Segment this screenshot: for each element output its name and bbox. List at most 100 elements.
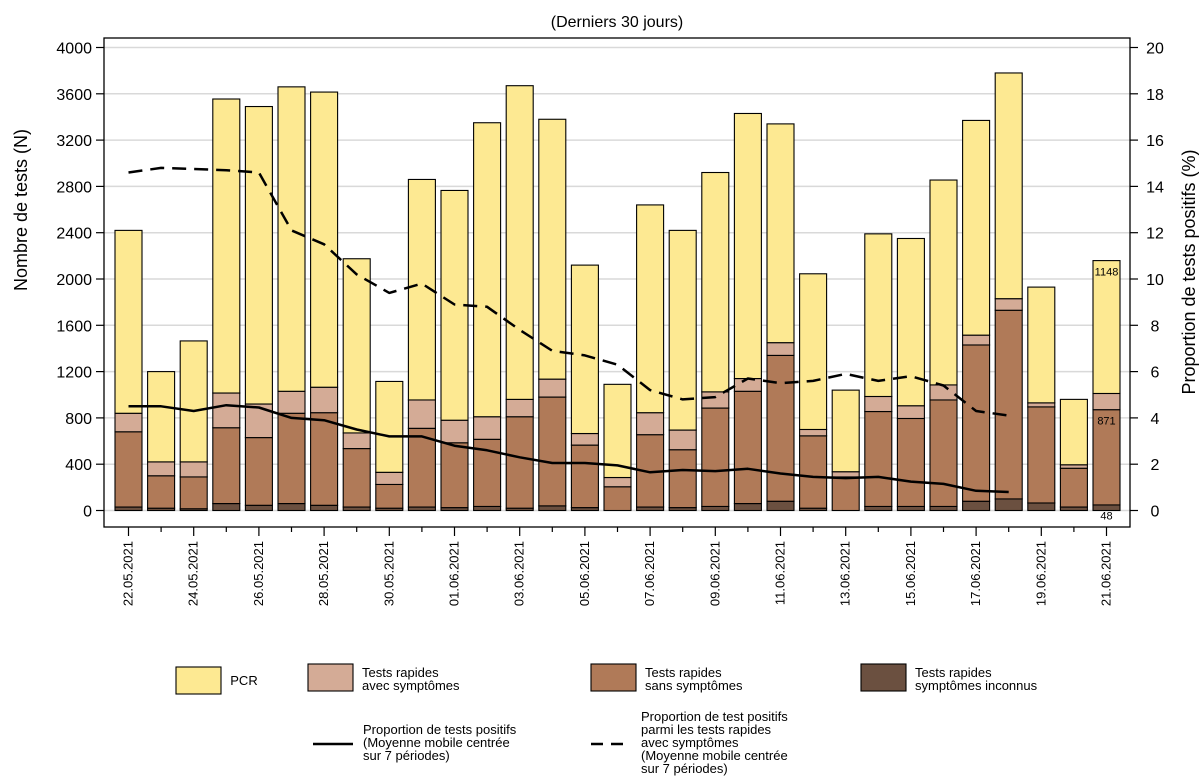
bar-segment xyxy=(831,471,860,478)
bar-segment xyxy=(244,403,273,439)
legend-swatch xyxy=(590,663,637,692)
bar-segment xyxy=(473,122,502,418)
bar-segment xyxy=(733,390,762,505)
bar-segment xyxy=(994,309,1023,500)
legend-label: (Moyenne mobile centrée xyxy=(641,748,788,763)
y-right-tick-label: 12 xyxy=(1146,226,1164,243)
bar-segment xyxy=(831,389,860,473)
bar-segment xyxy=(179,461,208,478)
bar-segment xyxy=(603,486,632,512)
bar-segment xyxy=(570,264,599,435)
y-right-tick-label: 2 xyxy=(1151,457,1160,474)
bar-segment xyxy=(994,498,1023,512)
axes: 0 400 800 1200 1600 2000 2400 2800 3200 3600 4000 0… xyxy=(56,41,1164,607)
bar-segment xyxy=(962,334,991,346)
legend-label: sans symptômes xyxy=(645,678,743,693)
bar-segment xyxy=(603,476,632,488)
y-left-tick-label: 3600 xyxy=(56,87,92,104)
bar-segment xyxy=(701,407,730,507)
bar-segment xyxy=(440,419,469,444)
y-left-tick-label: 4000 xyxy=(56,41,92,58)
bar-segment xyxy=(831,476,860,512)
bar-segment xyxy=(147,475,176,509)
legend-label: Tests rapides xyxy=(645,665,722,680)
y-right-tick-label: 6 xyxy=(1151,365,1160,382)
x-tick-label: 13.06.2021 xyxy=(838,541,853,606)
bar-segment xyxy=(864,505,893,512)
bar-segment xyxy=(1027,286,1056,404)
y-right-tick-label: 20 xyxy=(1146,41,1164,58)
bar-segment xyxy=(1092,260,1121,395)
bar-segment xyxy=(277,86,306,392)
bar-segment xyxy=(766,123,795,344)
y-right-tick-label: 8 xyxy=(1151,318,1160,335)
legend-label: sur 7 périodes) xyxy=(641,761,728,776)
bar-segment xyxy=(179,476,208,510)
bar-segment xyxy=(244,105,273,405)
bar-segment xyxy=(994,298,1023,311)
bar-segment xyxy=(929,399,958,507)
legend-swatch xyxy=(175,666,222,695)
legend-label: avec symptômes xyxy=(641,735,739,750)
bar-segment xyxy=(342,258,371,434)
bar-segment xyxy=(701,391,730,409)
x-tick-label: 22.05.2021 xyxy=(121,541,136,606)
legend-label: PCR xyxy=(230,673,257,688)
bar-segment xyxy=(1027,502,1056,512)
bar-segment xyxy=(799,273,828,431)
data-label: 48 xyxy=(1100,511,1112,523)
y-left-tick-label: 1200 xyxy=(56,365,92,382)
bar-segment xyxy=(962,119,991,336)
bar-segment xyxy=(1027,402,1056,408)
x-tick-label: 07.06.2021 xyxy=(642,541,657,606)
bar-segment xyxy=(766,354,795,502)
bar-segment xyxy=(277,503,306,512)
bar-segment xyxy=(310,386,339,414)
data-labels: 1148 871 48 xyxy=(1095,267,1119,523)
bar-segment xyxy=(212,427,241,505)
legend-label: Proportion de tests positifs xyxy=(363,722,517,737)
bar-segment xyxy=(636,412,665,436)
y-right-tick-label: 10 xyxy=(1146,272,1164,289)
legend-label: Tests rapides xyxy=(362,665,439,680)
bar-segment xyxy=(212,503,241,512)
bar-segment xyxy=(407,427,436,508)
positivity-line xyxy=(128,403,1009,494)
bar-segment xyxy=(114,431,143,508)
bar-segment xyxy=(147,371,176,463)
y-left-tick-label: 3200 xyxy=(56,133,92,150)
y-right-tick-label: 18 xyxy=(1146,87,1164,104)
bar-segment xyxy=(636,204,665,414)
legend-swatch xyxy=(860,663,907,692)
bar-segment xyxy=(538,118,567,380)
bar-segment xyxy=(538,396,567,507)
bar-segment xyxy=(896,417,925,507)
bar-segment xyxy=(701,505,730,512)
bar-series xyxy=(114,72,1121,512)
legend-label: parmi les tests rapides xyxy=(641,722,772,737)
bar-segment xyxy=(342,448,371,508)
y-left-tick-label: 0 xyxy=(83,504,92,521)
bar-segment xyxy=(505,416,534,509)
bar-segment xyxy=(114,229,143,414)
bar-segment xyxy=(114,412,143,433)
legend-label: (Moyenne mobile centrée xyxy=(363,735,510,750)
bar-segment xyxy=(962,344,991,502)
y-left-tick-label: 800 xyxy=(65,411,92,428)
bar-segment xyxy=(994,72,1023,300)
bar-segment xyxy=(277,390,306,414)
legend: PCR Tests rapides avec symptômes Tests rapi… xyxy=(175,663,1038,776)
bar-segment xyxy=(310,412,339,506)
legend-swatch xyxy=(307,663,354,692)
bar-segment xyxy=(1092,392,1121,411)
positivity-symptomatic-line xyxy=(128,166,1009,417)
bar-segment xyxy=(375,471,404,486)
bar-segment xyxy=(179,340,208,463)
x-tick-label: 17.06.2021 xyxy=(968,541,983,606)
bar-segment xyxy=(375,483,404,509)
legend-label: symptômes inconnus xyxy=(915,678,1038,693)
y-right-tick-label: 0 xyxy=(1151,504,1160,521)
bar-segment xyxy=(929,384,958,401)
bar-segment xyxy=(277,412,306,505)
x-tick-label: 19.06.2021 xyxy=(1033,541,1048,606)
